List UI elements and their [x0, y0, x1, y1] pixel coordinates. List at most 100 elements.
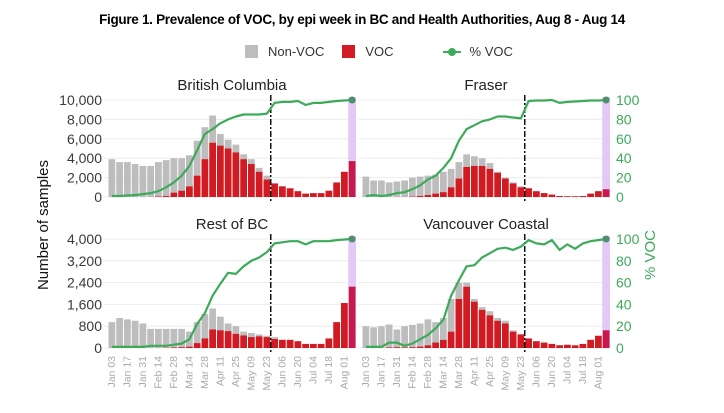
x-tick-label: Feb 28 [422, 356, 434, 389]
x-tick-label: Apr 11 [468, 356, 480, 386]
bar-voc [193, 343, 201, 348]
bar-voc [440, 192, 447, 197]
panel-fraser: Fraser 0 20 40 60 80 100 [358, 77, 640, 205]
bar-non-voc [255, 334, 263, 337]
bar-voc [193, 175, 201, 197]
bar-non-voc [224, 139, 232, 149]
x-tick-label: Jul 04 [561, 356, 573, 384]
bar-non-voc [471, 156, 478, 166]
bar-voc [279, 186, 286, 197]
x-tick-label: May 23 [261, 356, 273, 391]
bar-non-voc [232, 326, 240, 334]
bar-voc [310, 193, 317, 197]
x-tick-label: Jun 06 [530, 356, 542, 388]
bar-voc [478, 309, 486, 348]
y2-tick-label: 60 [616, 131, 632, 147]
bar-non-voc [147, 165, 154, 197]
pct-voc-last-point [602, 96, 610, 104]
bar-non-voc [424, 319, 432, 346]
bar-voc [494, 172, 501, 197]
x-tick-label: Mar 28 [453, 356, 465, 389]
bar-non-voc [416, 323, 424, 347]
bar-voc [440, 339, 447, 348]
bar-non-voc [401, 326, 408, 348]
bar-voc [502, 178, 509, 197]
bar-voc [385, 347, 393, 348]
x-tick-label: Aug 01 [592, 356, 604, 389]
bar-voc [502, 323, 509, 348]
bar-voc [416, 346, 424, 348]
bar-non-voc [162, 328, 170, 348]
bar-non-voc [455, 282, 463, 299]
x-tick-label: Jun 20 [546, 356, 558, 388]
panel-british-columbia: British Columbia 0 2,000 4,000 6,000 8,000 10,… [59, 77, 356, 205]
pct-voc-last-point [348, 235, 356, 243]
bar-non-voc [209, 308, 216, 330]
bar-non-voc [155, 328, 162, 348]
panel-title: British Columbia [177, 77, 287, 94]
bar-non-voc [108, 159, 116, 197]
bar-non-voc [447, 168, 455, 188]
bar-non-voc [201, 313, 209, 339]
bar-voc [248, 337, 255, 348]
bar-voc [393, 347, 401, 348]
bar-voc [509, 183, 517, 197]
x-tick-label: Mar 14 [437, 356, 449, 389]
bar-voc [271, 183, 278, 197]
bar-non-voc [224, 323, 232, 332]
bar-non-voc [248, 333, 255, 338]
bar-voc [279, 339, 286, 348]
bar-non-voc [248, 159, 255, 165]
y-tick-label: 0 [94, 189, 102, 205]
x-tick-label: Jun 06 [276, 356, 288, 388]
x-tick-label: Jan 31 [391, 356, 403, 388]
bar-non-voc [432, 174, 439, 194]
bar-non-voc [393, 329, 401, 348]
bar-non-voc [263, 335, 271, 338]
y2-tick-label: 80 [616, 111, 632, 127]
bar-voc [533, 341, 540, 348]
bar-non-voc [370, 180, 377, 197]
y2-tick-label: 40 [616, 150, 632, 166]
bar-non-voc [362, 326, 370, 348]
bar-non-voc [131, 164, 139, 197]
bar-non-voc [271, 337, 278, 340]
panel-vancouver-coastal: Vancouver Coastal 0 20 40 60 80 100 Jan 03 Jan 1… [358, 216, 640, 390]
bar-voc [447, 187, 455, 197]
bar-non-voc [217, 133, 224, 146]
y-tick-label: 8,000 [67, 111, 102, 127]
bar-non-voc [362, 176, 370, 197]
bar-voc [240, 335, 247, 348]
bar-voc [517, 334, 525, 348]
bar-voc [232, 333, 240, 348]
y-tick-label: 2,400 [67, 275, 102, 291]
bar-voc [548, 343, 556, 348]
bar-voc [310, 343, 317, 348]
bar-non-voc [217, 316, 224, 331]
y2-tick-label: 60 [616, 275, 632, 291]
bar-non-voc [124, 162, 131, 197]
bar-non-voc [486, 311, 494, 316]
bar-voc [494, 320, 501, 348]
pct-voc-line [111, 237, 353, 348]
bar-voc [571, 196, 579, 197]
y2-tick-label: 100 [616, 231, 640, 247]
x-tick-label: Jan 31 [137, 356, 149, 388]
panel-rest-of-bc: Rest of BC 0 800 1,600 2,400 3,200 4,000 Jan 03… [67, 216, 356, 390]
y-tick-label: 4,000 [67, 231, 102, 247]
bar-voc [540, 342, 548, 348]
bar-non-voc [155, 162, 162, 197]
bar-voc [333, 322, 340, 348]
bar-non-voc [170, 328, 178, 348]
bar-non-voc [385, 324, 393, 348]
panel-title: Rest of BC [196, 216, 269, 233]
x-tick-label: Feb 14 [406, 356, 418, 389]
bar-non-voc [486, 163, 494, 169]
x-tick-label: Jan 17 [121, 356, 133, 388]
x-tick-label: Apr 25 [484, 356, 496, 387]
x-tick-label: Jul 18 [323, 356, 335, 384]
bar-non-voc [108, 322, 116, 348]
bar-non-voc [170, 158, 178, 193]
x-tick-label: Apr 25 [230, 356, 242, 387]
